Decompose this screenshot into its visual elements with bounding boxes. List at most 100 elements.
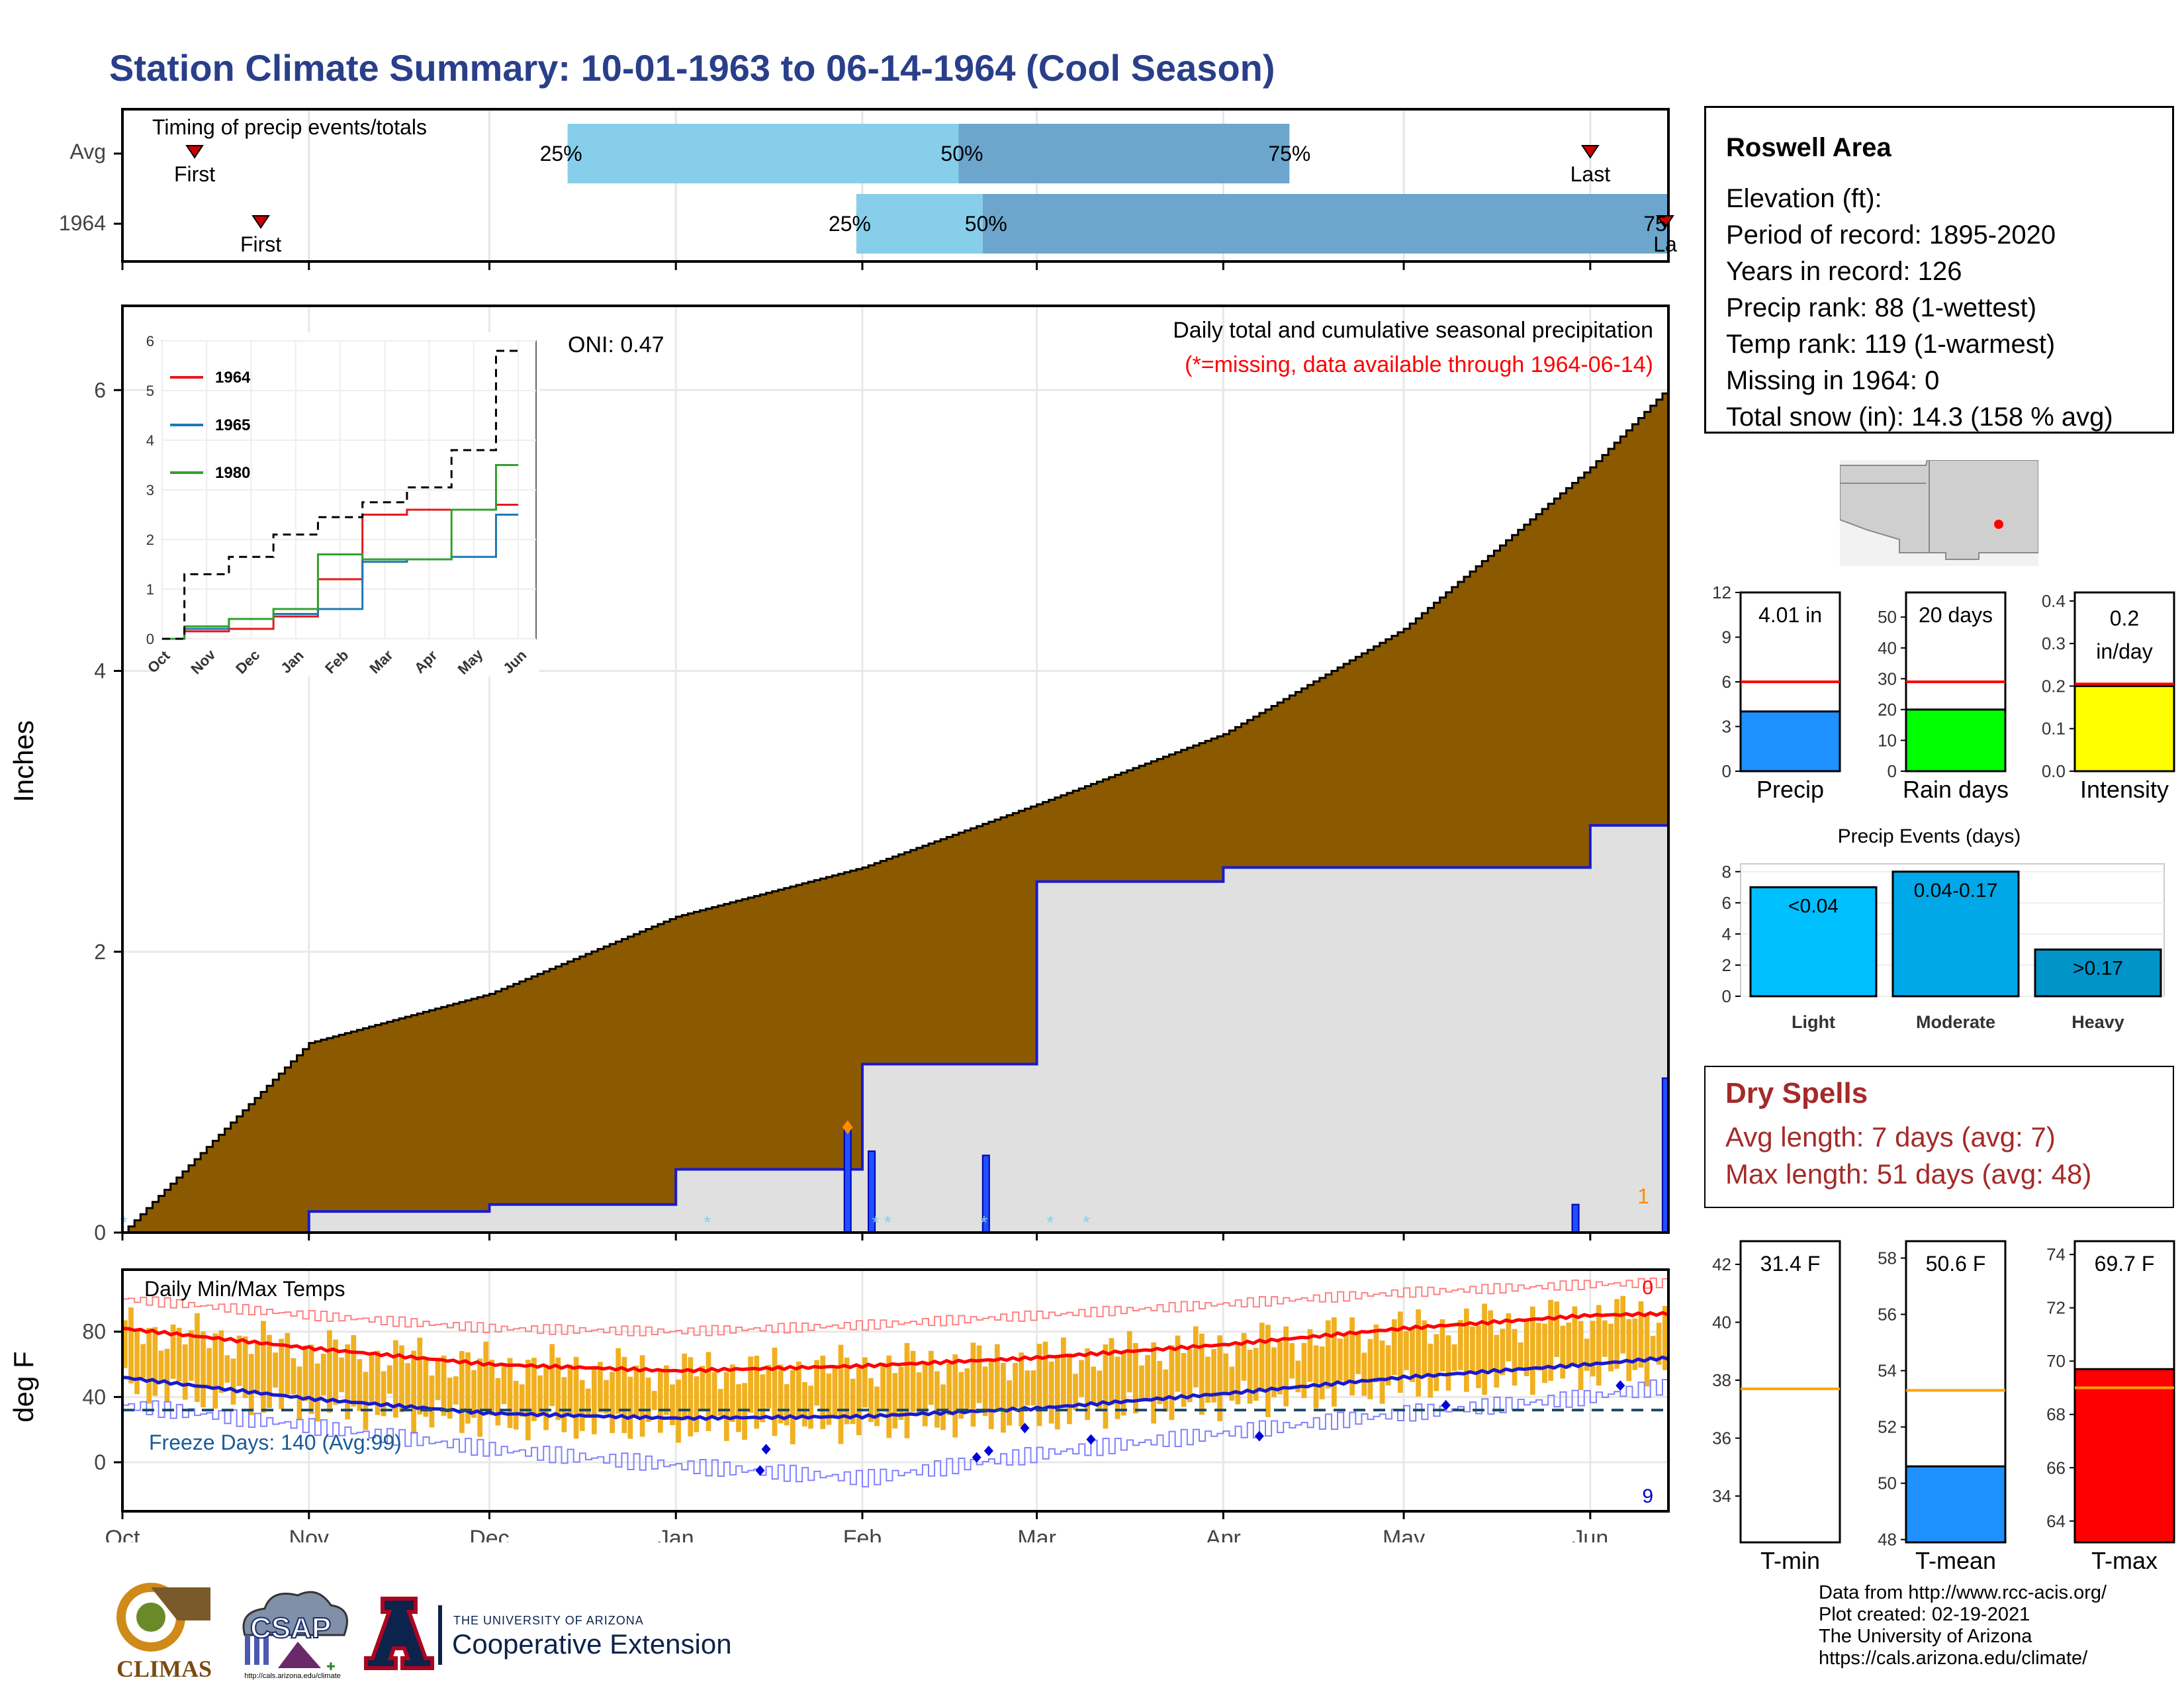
daily-temp-bar	[1205, 1356, 1210, 1403]
climas-wordmark: CLIMAS	[116, 1656, 212, 1682]
credit-line: Data from http://www.rcc-acis.org/	[1819, 1582, 2107, 1603]
daily-temp-bar	[778, 1364, 784, 1424]
daily-temp-bar	[1024, 1370, 1030, 1406]
summary-tick-label: 3	[1722, 717, 1731, 737]
first-marker	[185, 145, 204, 159]
daily-temp-bar	[1289, 1343, 1295, 1379]
daily-temp-bar	[188, 1330, 194, 1381]
event-category-label: Moderate	[1916, 1012, 1995, 1032]
daily-temp-bar	[1133, 1342, 1138, 1414]
daily-temp-bar	[1536, 1323, 1541, 1371]
daily-temp-bar	[940, 1384, 946, 1430]
daily-temp-bar	[1343, 1335, 1349, 1383]
daily-temp-bar	[976, 1345, 982, 1403]
record-low-marker	[983, 1445, 993, 1456]
daily-temp-bar	[567, 1364, 573, 1415]
summary-tick-label: 58	[1878, 1248, 1897, 1268]
daily-temp-bar	[1283, 1326, 1289, 1407]
daily-temp-bar	[796, 1361, 801, 1419]
summary-tick-label: 36	[1712, 1429, 1731, 1448]
month-label: Jan	[658, 1526, 694, 1542]
daily-temp-bar	[868, 1378, 874, 1423]
month-label: May	[1383, 1526, 1425, 1542]
summary-label: Intensity	[2080, 776, 2169, 803]
daily-temp-bar	[946, 1364, 952, 1415]
summary-tick-label: 54	[1878, 1361, 1897, 1381]
daily-temp-bar	[158, 1350, 164, 1383]
daily-temp-bar	[206, 1348, 212, 1388]
month-label: Apr	[1206, 1526, 1241, 1542]
info-line: Temp rank: 119 (1-warmest)	[1726, 330, 2056, 359]
summary-tick-label: 0.2	[2042, 676, 2066, 696]
daily-temp-bars	[122, 1295, 1668, 1444]
climas-emblem	[116, 1583, 210, 1652]
freeze-days: Freeze Days: 140 (Avg:99)	[149, 1430, 402, 1454]
temp-ytick-label: 40	[82, 1385, 106, 1409]
daily-temp-bar	[296, 1366, 302, 1420]
info-line: Period of record: 1895-2020	[1726, 220, 2056, 250]
timing-row-1964: 1964	[59, 211, 106, 235]
daily-temp-bar	[651, 1391, 657, 1411]
daily-temp-bar	[1241, 1333, 1247, 1381]
event-bar	[1749, 886, 1878, 998]
record-low-marker	[761, 1444, 771, 1455]
summary-label: T-max	[2091, 1547, 2158, 1574]
daily-temp-bar	[170, 1324, 176, 1379]
daily-temp-bar	[1097, 1370, 1103, 1411]
credit-line: https://cals.arizona.edu/climate/	[1819, 1648, 2088, 1669]
daily-temp-bar	[694, 1376, 700, 1432]
summary-tick-label: 68	[2046, 1405, 2066, 1425]
ua-logo	[363, 1592, 435, 1671]
daily-temp-bar	[1428, 1343, 1433, 1398]
summary-tick-label: 38	[1712, 1370, 1731, 1390]
station-location-marker	[1994, 520, 2003, 529]
daily-temp-bar	[195, 1313, 200, 1402]
credit-line: Plot created: 02-19-2021	[1819, 1604, 2030, 1625]
p25-label: 25%	[829, 212, 871, 236]
daily-temp-bar	[826, 1373, 832, 1425]
summary-tick-label: 40	[1712, 1313, 1731, 1333]
temp-top-count: 0	[1642, 1277, 1653, 1299]
daily-temp-bar	[273, 1352, 278, 1388]
daily-temp-bar	[363, 1372, 369, 1430]
summary-bar	[1905, 708, 2007, 773]
first-label: First	[174, 162, 215, 186]
daily-temp-bar	[1313, 1345, 1319, 1409]
daily-temp-bar	[717, 1389, 723, 1416]
daily-temp-bar	[1529, 1306, 1535, 1395]
summary-tick-label: 74	[2046, 1244, 2066, 1264]
info-line: Precip rank: 88 (1-wettest)	[1726, 293, 2037, 322]
daily-temp-bar	[1259, 1323, 1265, 1392]
dry-spells-avg: Avg length: 7 days (avg: 7)	[1725, 1121, 2056, 1152]
daily-temp-bar	[1103, 1344, 1109, 1429]
daily-temp-bar	[1109, 1338, 1115, 1405]
daily-temp-bar	[285, 1333, 291, 1395]
temp-lines	[122, 1277, 1669, 1487]
daily-temp-bar	[345, 1344, 351, 1420]
daily-temp-bar	[1169, 1345, 1175, 1421]
summary-bar	[2073, 684, 2175, 773]
daily-temp-bar	[814, 1360, 820, 1406]
snow-marker: *	[704, 1212, 711, 1233]
daily-temp-bar	[1391, 1319, 1397, 1376]
event-bar-label: 0.04-0.17	[1914, 880, 1998, 902]
daily-temp-bar	[880, 1362, 886, 1411]
summary-bar	[1905, 1465, 2007, 1544]
daily-temp-bar	[1488, 1310, 1494, 1371]
daily-temp-bar	[934, 1371, 940, 1428]
daily-temp-bar	[1584, 1338, 1590, 1371]
daily-temp-bar	[742, 1383, 747, 1440]
daily-temp-bar	[1445, 1335, 1451, 1391]
summary-tick-label: 42	[1712, 1254, 1731, 1274]
precip-subtitle: Daily total and cumulative seasonal prec…	[1173, 318, 1653, 343]
event-bar	[2034, 948, 2162, 998]
daily-temp-bar	[1019, 1352, 1024, 1427]
p50-label: 50%	[965, 212, 1007, 236]
daily-temp-bar	[579, 1380, 585, 1431]
event-bar-label: >0.17	[2073, 957, 2123, 979]
month-label: Nov	[289, 1526, 329, 1542]
svg-text:✚: ✚	[326, 1662, 335, 1673]
daily-temp-bar	[254, 1341, 260, 1395]
ua-divider	[438, 1605, 442, 1665]
summary-tick-label: 12	[1712, 583, 1731, 602]
